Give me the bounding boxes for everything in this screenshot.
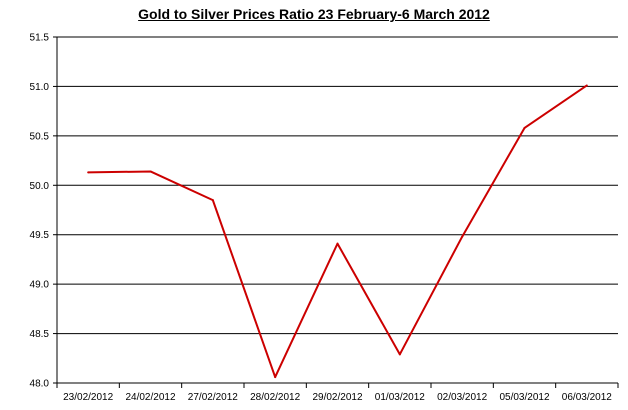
y-tick-label: 49.0 <box>30 280 50 291</box>
data-point <box>274 376 277 379</box>
x-tick-label: 24/02/2012 <box>125 392 175 403</box>
x-tick-label: 23/02/2012 <box>63 392 113 403</box>
data-point <box>87 171 90 174</box>
chart-title: Gold to Silver Prices Ratio 23 February-… <box>138 6 490 22</box>
y-tick-label: 51.0 <box>30 82 50 93</box>
data-point <box>398 353 401 356</box>
y-tick-label: 48.0 <box>30 379 50 390</box>
data-point <box>211 199 214 202</box>
y-tick-label: 51.5 <box>30 33 50 44</box>
y-tick-label: 48.5 <box>30 329 50 340</box>
x-tick-label: 05/03/2012 <box>499 392 549 403</box>
x-tick-label: 27/02/2012 <box>188 392 238 403</box>
y-tick-label: 50.0 <box>30 181 50 192</box>
data-point <box>149 170 152 173</box>
x-tick-label: 28/02/2012 <box>250 392 300 403</box>
y-tick-label: 50.5 <box>30 131 50 142</box>
y-tick-label: 49.5 <box>30 230 50 241</box>
data-point <box>336 242 339 245</box>
x-tick-label: 01/03/2012 <box>375 392 425 403</box>
x-tick-label: 29/02/2012 <box>312 392 362 403</box>
data-point <box>523 126 526 129</box>
data-point <box>585 84 588 87</box>
x-tick-label: 02/03/2012 <box>437 392 487 403</box>
data-point <box>461 235 464 238</box>
x-tick-label: 06/03/2012 <box>562 392 612 403</box>
